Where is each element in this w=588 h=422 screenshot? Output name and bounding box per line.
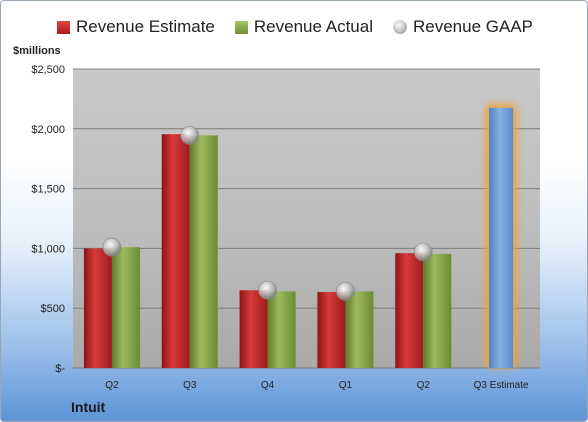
x-tick-label: Q4 [261,380,275,391]
legend-label-gaap: Revenue GAAP [412,17,533,36]
plot-area [73,69,540,368]
marker-revenue-gaap [102,237,122,257]
x-tick-label: Q3 [183,380,197,391]
x-tick-label: Q1 [339,380,353,391]
bar-revenue-estimate [161,134,190,368]
y-tick-label: $1,500 [31,184,65,196]
x-tick-label: Q3 Estimate [474,380,529,391]
x-tick-label: Q2 [417,380,431,391]
y-tick-label: $2,500 [31,64,65,76]
bar-revenue-estimate [239,290,268,368]
legend-label-estimate: Revenue Estimate [75,17,215,36]
legend-swatch-actual [234,20,248,34]
legend-swatch-estimate [56,20,70,34]
x-tick-label: Q2 [105,380,119,391]
bar-revenue-actual [423,253,452,368]
legend-swatch-gaap [392,20,407,34]
bar-next-estimate [489,107,514,369]
legend: Revenue Estimate Revenue Actual Revenue … [1,17,587,37]
y-tick-label: $1,000 [31,243,65,255]
bar-revenue-actual [189,135,218,368]
bar-revenue-actual [267,291,296,368]
bar-revenue-actual [345,291,374,368]
marker-revenue-gaap [258,280,277,300]
bar-revenue-estimate [317,292,346,368]
marker-revenue-gaap [413,242,433,262]
bar-revenue-estimate [83,248,112,368]
marker-revenue-gaap [180,126,200,145]
y-tick-label: $- [55,363,65,375]
bar-revenue-estimate [395,253,424,368]
y-unit-label: $millions [13,45,61,57]
company-name: Intuit [71,399,106,415]
y-tick-label: $500 [41,303,65,315]
bar-revenue-actual [111,247,140,368]
legend-item-gaap: Revenue GAAP [392,17,533,37]
legend-item-estimate: Revenue Estimate [56,17,215,37]
y-tick-label: $2,000 [31,124,65,136]
legend-label-actual: Revenue Actual [253,17,373,36]
marker-revenue-gaap [336,282,355,301]
legend-item-actual: Revenue Actual [234,17,373,37]
